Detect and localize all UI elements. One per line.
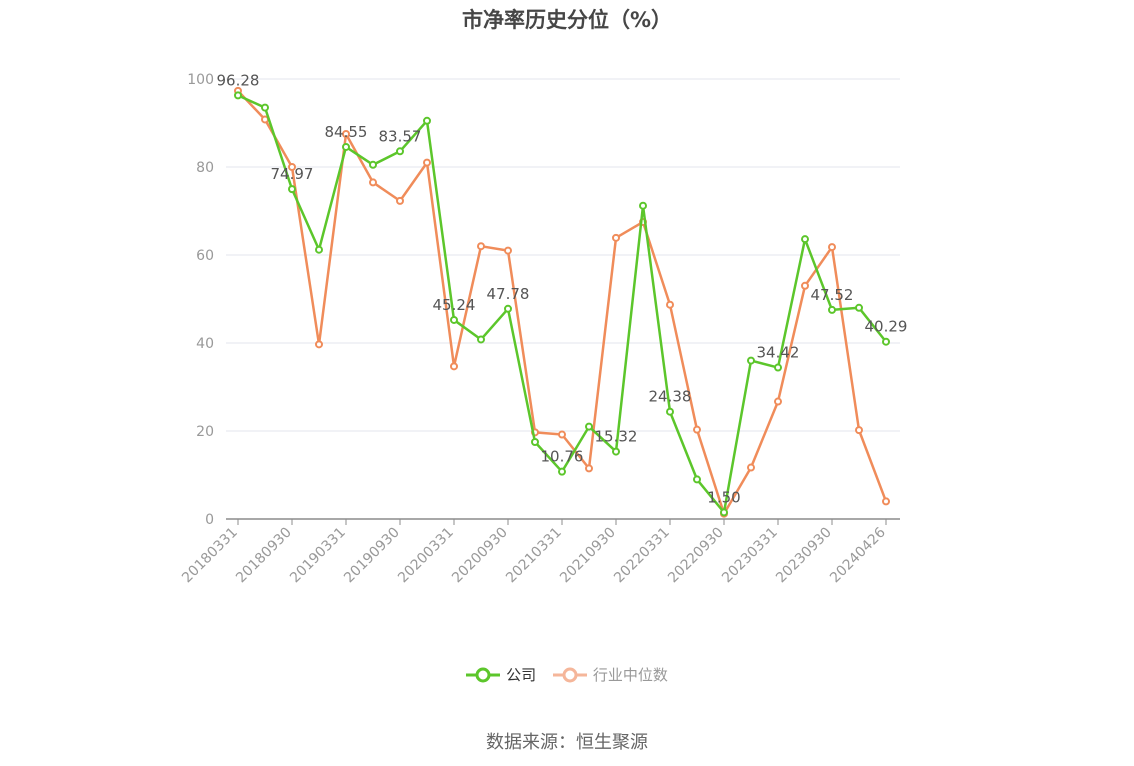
y-tick-label: 0 xyxy=(205,512,214,528)
legend-marker-industry xyxy=(552,667,587,682)
point-company xyxy=(666,407,674,416)
point-industry xyxy=(342,130,350,138)
x-tick-label: 20190930 xyxy=(341,525,403,587)
point-industry xyxy=(315,340,323,349)
legend-marker-company xyxy=(466,667,501,682)
data-label: 83.57 xyxy=(379,127,422,145)
point-industry xyxy=(693,425,701,434)
point-industry xyxy=(369,178,377,187)
point-industry xyxy=(612,233,620,242)
point-company xyxy=(747,356,755,365)
data-label: 10.76 xyxy=(541,448,584,466)
x-tick-label: 20210331 xyxy=(503,525,565,587)
chart-title: 市净率历史分位（%） xyxy=(461,8,673,32)
data-label: 47.52 xyxy=(811,286,854,304)
point-company xyxy=(450,315,458,324)
point-company xyxy=(882,337,890,346)
point-company xyxy=(720,508,728,517)
x-tick-label: 20180331 xyxy=(179,525,241,587)
point-industry xyxy=(450,362,458,371)
x-tick-label: 20200331 xyxy=(395,525,457,587)
series-lines xyxy=(234,86,890,518)
point-company xyxy=(801,235,809,244)
legend-label-industry: 行业中位数 xyxy=(592,666,668,684)
y-tick-label: 20 xyxy=(196,424,214,440)
x-tick-label: 20180930 xyxy=(233,525,295,587)
point-industry xyxy=(666,300,674,309)
legend-label-company: 公司 xyxy=(506,666,537,684)
point-company xyxy=(639,201,647,210)
point-company xyxy=(234,91,242,100)
x-tick-label: 20200930 xyxy=(449,525,511,587)
point-industry xyxy=(288,163,296,171)
x-tick-label: 20240426 xyxy=(827,524,889,586)
data-label: 45.24 xyxy=(433,296,476,314)
data-label: 34.42 xyxy=(757,344,800,362)
point-company xyxy=(855,303,863,312)
x-tick-label: 20230930 xyxy=(773,525,835,587)
axes: 0 20 40 60 80 100 2018033120180930201903312019… xyxy=(179,72,900,586)
data-label: 47.78 xyxy=(487,285,530,303)
point-company xyxy=(369,160,377,169)
point-industry xyxy=(585,464,593,473)
data-label: 24.38 xyxy=(649,388,692,406)
source-note: 数据来源：恒生聚源 xyxy=(486,732,648,753)
point-company xyxy=(423,116,431,125)
x-tick-label: 20220930 xyxy=(665,525,727,587)
x-tick-label: 20230331 xyxy=(719,525,781,587)
point-industry xyxy=(504,246,512,255)
point-company xyxy=(693,475,701,484)
point-industry xyxy=(477,242,485,251)
y-tick-label: 60 xyxy=(196,248,214,264)
y-tick-label: 100 xyxy=(187,72,214,88)
y-tick-label: 40 xyxy=(196,336,214,352)
x-tick-label: 20210930 xyxy=(557,525,619,587)
data-label: 74.97 xyxy=(271,165,314,183)
point-company xyxy=(612,447,620,456)
point-industry xyxy=(396,196,404,205)
point-industry xyxy=(774,397,782,406)
point-company xyxy=(315,245,323,254)
point-company xyxy=(396,147,404,156)
point-industry xyxy=(558,430,566,439)
point-company xyxy=(261,103,269,112)
legend-item-company[interactable]: 公司 xyxy=(466,664,536,685)
point-industry xyxy=(747,463,755,472)
point-company xyxy=(288,185,296,194)
point-company xyxy=(477,335,485,344)
data-label: 84.55 xyxy=(325,123,368,141)
data-label: 40.29 xyxy=(865,318,908,336)
point-industry xyxy=(855,426,863,435)
legend-item-industry[interactable]: 行业中位数 xyxy=(552,664,668,685)
data-label: 1.50 xyxy=(707,488,740,506)
data-label: 96.28 xyxy=(217,71,260,89)
data-labels: 96.28 74.97 84.55 83.57 45.24 47.78 10.76 15.32… xyxy=(217,71,908,506)
point-company xyxy=(774,363,782,372)
grid-lines xyxy=(226,78,900,432)
point-industry xyxy=(801,281,809,290)
point-company xyxy=(558,467,566,476)
point-industry xyxy=(423,158,431,167)
y-tick-label: 80 xyxy=(196,160,214,176)
x-tick-label: 20220331 xyxy=(611,525,673,587)
point-company xyxy=(828,305,836,314)
point-company xyxy=(342,142,350,151)
point-industry xyxy=(828,243,836,252)
legend: 公司 行业中位数 xyxy=(0,664,1134,687)
x-tick-label: 20190331 xyxy=(287,525,349,587)
point-company xyxy=(585,422,593,431)
point-industry xyxy=(882,497,890,506)
point-company xyxy=(504,304,512,313)
point-company xyxy=(531,438,539,446)
data-label: 15.32 xyxy=(595,428,638,446)
